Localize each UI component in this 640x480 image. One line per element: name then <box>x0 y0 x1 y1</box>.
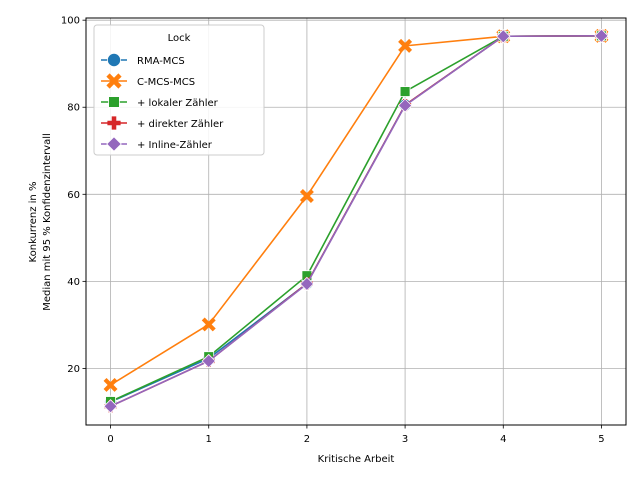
series-5 <box>103 28 609 414</box>
series-line <box>110 35 602 408</box>
legend-entry: RMA-MCS <box>101 53 185 68</box>
x-tick-label: 3 <box>402 434 408 445</box>
legend-label: + lokaler Zähler <box>137 98 219 109</box>
legend: Lock RMA-MCS C-MCS-MCS + lokaler Zähler + d… <box>93 24 265 156</box>
y-tick-label: 80 <box>67 103 80 114</box>
x-tick-label: 4 <box>500 434 506 445</box>
y-axis-label-line-2: Median mit 95 % Konfidenzintervall <box>42 133 53 311</box>
data-point-x <box>201 317 216 332</box>
axis-ticks: 0 1 2 3 4 5 20 40 60 80 100 <box>61 16 605 445</box>
data-point-square <box>108 96 120 108</box>
legend-entries: RMA-MCS C-MCS-MCS + lokaler Zähler + direkt… <box>101 53 224 152</box>
x-axis-label: Kritische Arbeit <box>318 454 395 465</box>
data-point-diamond <box>397 98 413 113</box>
data-point-square <box>399 86 411 97</box>
legend-entry: C-MCS-MCS <box>101 73 195 89</box>
legend-label: RMA-MCS <box>137 56 185 67</box>
x-tick-label: 1 <box>206 434 212 445</box>
data-point-x <box>103 377 118 392</box>
data-point-diamond <box>299 276 315 292</box>
plot-frame <box>85 17 627 426</box>
data-point-diamond <box>594 28 609 44</box>
legend-label: + direkter Zähler <box>137 119 224 130</box>
x-tick-label: 5 <box>598 434 604 445</box>
x-tick-label: 2 <box>304 434 310 445</box>
series-layer <box>103 28 609 414</box>
data-point-diamond <box>103 399 118 414</box>
y-tick-label: 40 <box>67 277 80 288</box>
y-tick-label: 20 <box>67 364 80 375</box>
legend-entry: + direkter Zähler <box>101 116 224 130</box>
data-point-x <box>106 73 122 89</box>
y-tick-label: 60 <box>67 190 80 201</box>
legend-entry: + lokaler Zähler <box>101 96 219 109</box>
y-axis-label-line-1: Konkurrenz in % <box>28 182 39 263</box>
x-tick-label: 0 <box>107 434 113 445</box>
legend-label: C-MCS-MCS <box>137 77 195 88</box>
legend-title: Lock <box>168 33 191 44</box>
data-point-x <box>398 38 413 53</box>
data-point-x <box>299 189 314 204</box>
grid-lines <box>86 18 626 425</box>
data-point-plus <box>107 116 121 130</box>
data-point-diamond <box>496 29 511 44</box>
legend-entry: + Inline-Zähler <box>101 136 213 152</box>
data-point-circle <box>107 53 122 68</box>
y-tick-label: 100 <box>61 16 80 27</box>
data-point-diamond <box>106 136 122 152</box>
legend-box <box>93 24 265 156</box>
legend-label: + Inline-Zähler <box>137 140 213 151</box>
data-point-diamond <box>201 353 216 369</box>
y-axis-label: Konkurrenz in % Median mit 95 % Konfiden… <box>28 133 53 311</box>
